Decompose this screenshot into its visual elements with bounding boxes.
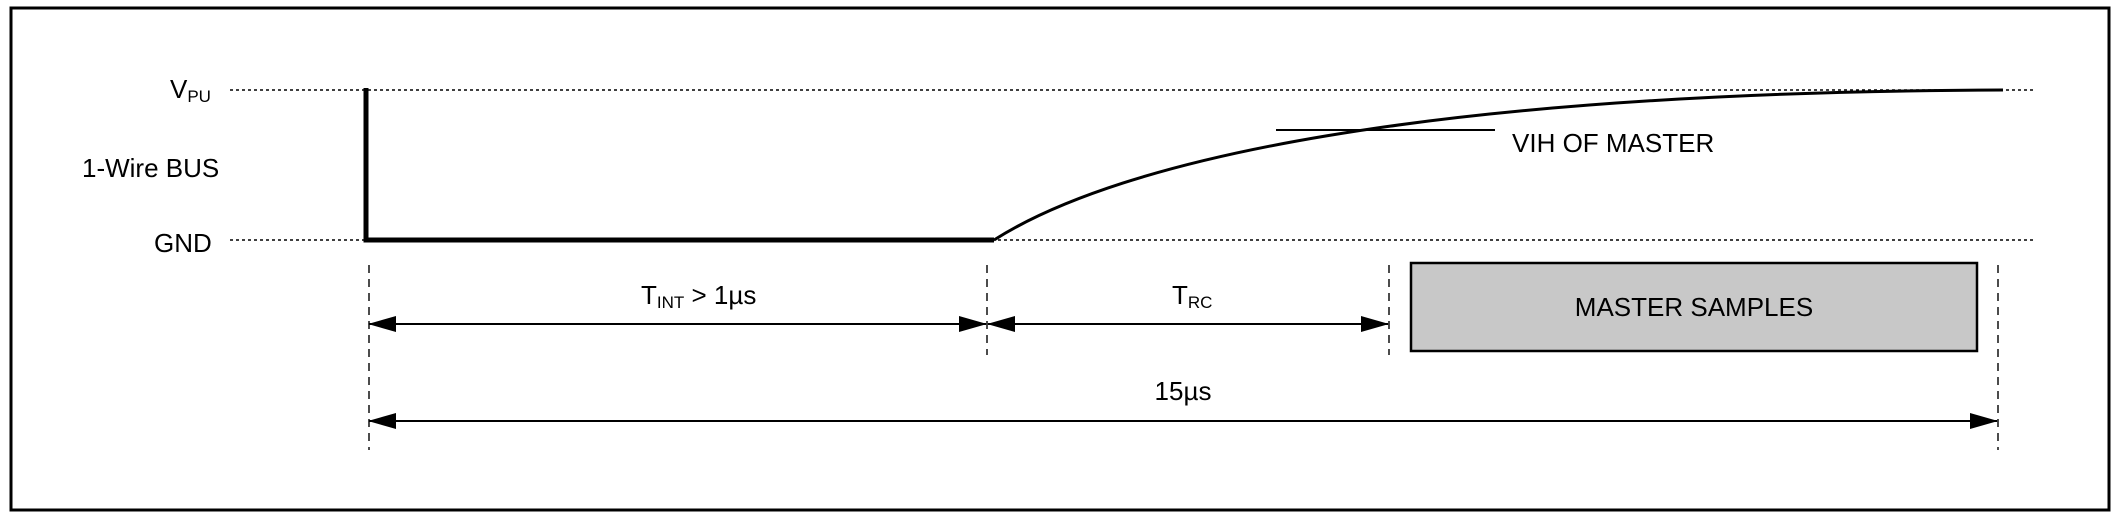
tint-label-main: T — [641, 280, 657, 310]
vih-label: VIH OF MASTER — [1512, 128, 1714, 158]
gnd-label: GND — [154, 228, 212, 258]
trc-label-sub: RC — [1188, 293, 1213, 312]
tint-label: TINT > 1µs — [641, 280, 756, 312]
vpu-label: VPU — [170, 74, 211, 106]
total-time-label: 15µs — [1155, 376, 1212, 406]
bus-waveform-recovery — [993, 88, 2004, 242]
trc-label: TRC — [1172, 280, 1212, 312]
trc-label-main: T — [1172, 280, 1188, 310]
vpu-label-sub: PU — [187, 87, 211, 106]
bus-waveform-low — [363, 88, 994, 243]
figure-border — [9, 6, 2111, 512]
bus-label: 1-Wire BUS — [82, 153, 219, 183]
vpu-label-main: V — [170, 74, 188, 104]
master-samples-label: MASTER SAMPLES — [1575, 292, 1813, 322]
tint-label-sub: INT — [657, 293, 684, 312]
tint-label-rest: > 1µs — [684, 280, 756, 310]
master-samples-box — [1409, 261, 1979, 353]
